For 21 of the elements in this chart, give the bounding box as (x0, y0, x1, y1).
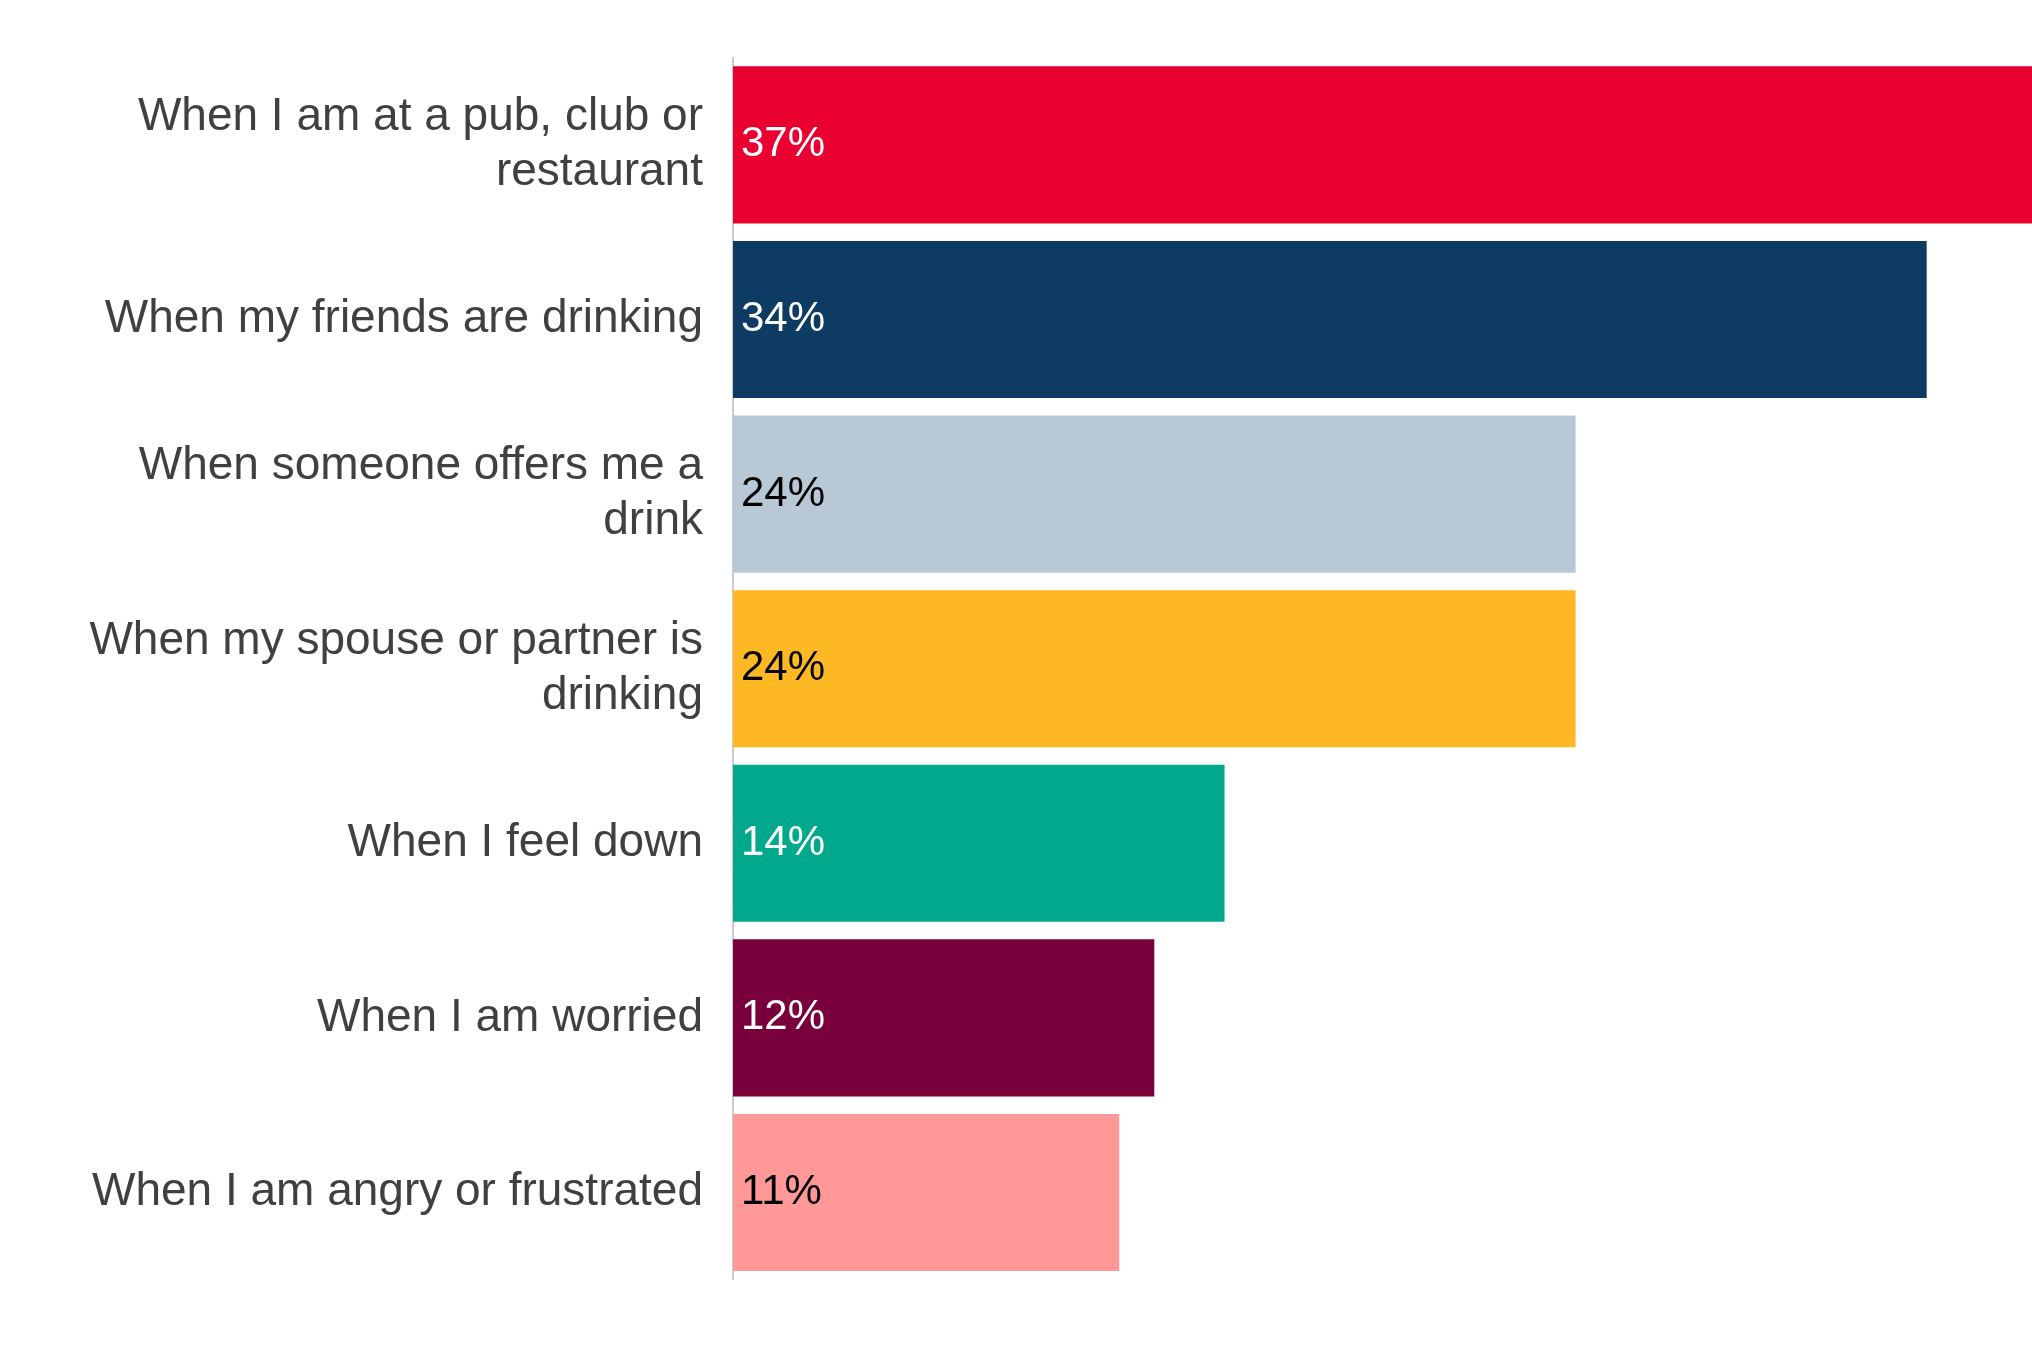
data-label: 11% (741, 1166, 822, 1214)
y-tick-label: When my spouse or partner is drinking (89, 611, 703, 719)
data-label: 24% (741, 642, 826, 690)
y-tick-label: When I am worried (316, 988, 703, 1041)
data-label: 14% (741, 816, 826, 864)
data-label: 34% (741, 293, 826, 341)
bar (733, 415, 1576, 573)
y-tick-label: When my friends are drinking (104, 290, 703, 343)
bar (733, 1113, 1120, 1272)
y-tick-label: When someone offers me a drink (138, 437, 704, 545)
data-label: 24% (741, 467, 826, 515)
bar (733, 590, 1576, 748)
bar (733, 240, 1927, 399)
data-label: 37% (741, 118, 826, 166)
data-label: 12% (741, 991, 826, 1039)
bar (733, 939, 1155, 1097)
y-tick-label: When I am at a pub, club or restaurant (137, 87, 704, 196)
y-tick-label: When I feel down (347, 813, 703, 866)
y-tick-label: When I am angry or frustrated (91, 1163, 703, 1216)
bar (733, 764, 1225, 922)
bar (733, 66, 2032, 224)
